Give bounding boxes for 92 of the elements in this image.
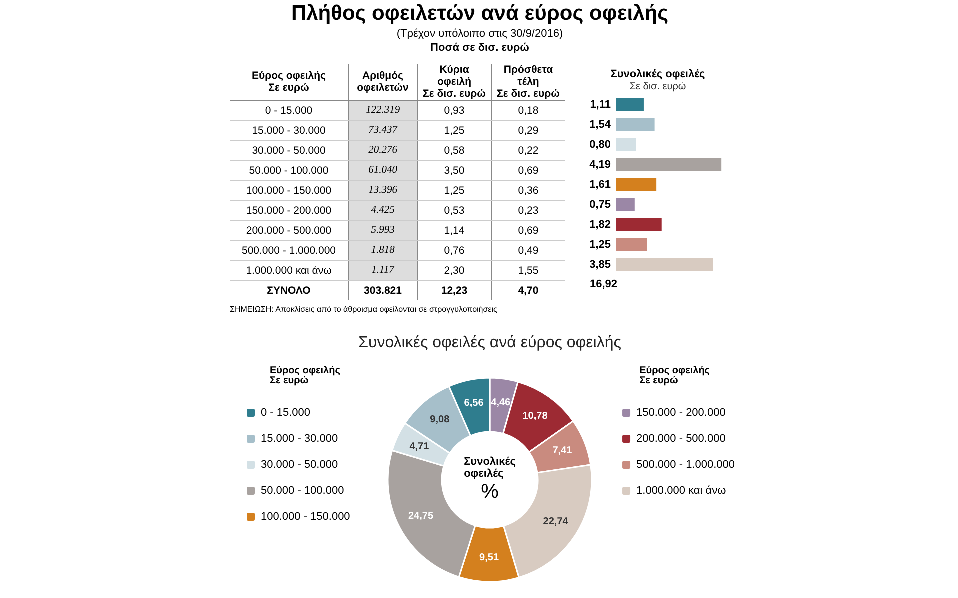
text: 1,55 [492, 260, 565, 280]
data-label: 0,80 [590, 139, 611, 151]
chart-title: Συνολικές οφειλές ανά εύρος οφειλής [358, 334, 622, 352]
text: Κύρια οφειλή Σε δισ. ευρώ [418, 64, 492, 100]
text: Πρόσθετα τέλη Σε δισ. ευρώ [492, 64, 565, 100]
legend-label: 0 - 15.000 [261, 407, 311, 419]
data-label: 9,08 [430, 414, 450, 426]
text: 303.821 [348, 280, 418, 300]
text: 73.437 [348, 120, 418, 140]
data-label: 1,82 [590, 219, 611, 231]
legend-title: Εύρος οφειλής Σε ευρώ [270, 366, 340, 386]
data-label: 1,54 [590, 119, 612, 131]
text: 4,70 [517, 284, 540, 298]
text: 100.000 - 150.000 [230, 180, 348, 200]
bar [616, 198, 635, 212]
text: 0,58 [418, 140, 492, 160]
legend-label: 200.000 - 500.000 [636, 433, 726, 445]
text: 30.000 - 50.000 [230, 140, 348, 160]
text: 2,30 [418, 260, 492, 280]
bar [616, 178, 657, 192]
text: ΣΗΜΕΙΩΣΗ: Αποκλίσεις από το άθροισμα οφείλονται σε στρογγυλοποιήσεις [230, 305, 498, 314]
text: 5.993 [348, 220, 418, 240]
data-label: 9,51 [480, 552, 500, 564]
chart-title: Συνολικές οφειλές [610, 68, 706, 80]
text: 122.319 [348, 100, 418, 120]
bar [616, 218, 662, 232]
text: 0,93 [418, 100, 492, 120]
text: 500.000 - 1.000.000 [230, 240, 348, 260]
text: 1,25 [418, 180, 492, 200]
data-label: 6,56 [464, 398, 484, 410]
data-label: 0,75 [590, 199, 611, 211]
legend-label: 150.000 - 200.000 [636, 407, 726, 419]
text: Ποσά σε δισ. ευρώ [430, 42, 530, 54]
text: 16,92 [590, 278, 618, 290]
legend-label: 50.000 - 100.000 [261, 485, 344, 497]
data-label: 4,46 [491, 397, 512, 408]
text: 15.000 - 30.000 [230, 120, 348, 140]
bar [616, 158, 722, 172]
text: 0,69 [492, 160, 565, 180]
bar [616, 258, 714, 272]
text: 12,23 [418, 280, 492, 300]
data-label: 10,78 [522, 410, 548, 422]
text: Συνολικές οφειλές [464, 456, 516, 480]
text: 200.000 - 500.000 [230, 220, 348, 240]
data-label: 1,61 [590, 179, 611, 191]
legend-label: 100.000 - 150.000 [261, 511, 350, 523]
bar [616, 98, 644, 112]
text: 0 - 15.000 [230, 100, 348, 120]
chart-subtitle: Σε δισ. ευρώ [630, 82, 686, 92]
text: 0,22 [492, 140, 565, 160]
data-label: 1,25 [590, 239, 611, 251]
text: 0,49 [492, 240, 565, 260]
text: ΣΥΝΟΛΟ [230, 280, 348, 300]
text: 0,29 [492, 120, 565, 140]
text: 3,50 [418, 160, 492, 180]
text: 150.000 - 200.000 [230, 200, 348, 220]
text: 1.000.000 και άνω [230, 260, 348, 280]
text: % [481, 481, 500, 503]
data-label: 3,85 [590, 259, 611, 271]
legend-label: 30.000 - 50.000 [261, 459, 338, 471]
text: 4.425 [348, 200, 418, 220]
bar [616, 118, 655, 132]
data-label: 7,41 [552, 446, 573, 457]
text: 0,18 [492, 100, 565, 120]
text: 0,76 [418, 240, 492, 260]
legend-label: 1.000.000 και άνω [636, 485, 727, 497]
legend-label: 500.000 - 1.000.000 [636, 459, 736, 471]
bar [616, 238, 648, 252]
text: 0,23 [492, 200, 565, 220]
text: 1.117 [348, 260, 418, 280]
text: 13.396 [348, 180, 418, 200]
bar [616, 138, 636, 152]
data-label: 22,74 [543, 516, 569, 528]
text: Εύρος οφειλής Σε ευρώ [230, 64, 348, 100]
text: Εύρος οφειλής Σε ευρώ [640, 366, 710, 386]
data-label: 4,71 [410, 441, 430, 452]
text: 0,53 [418, 200, 492, 220]
text: 20.276 [348, 140, 418, 160]
text: (Τρέχον υπόλοιπο στις 30/9/2016) [396, 28, 564, 40]
data-label: 1,11 [590, 99, 611, 111]
data-label: 4,19 [590, 159, 611, 171]
text: Αριθμός οφειλετών [348, 64, 418, 100]
text: 1.818 [348, 240, 418, 260]
text: 0,69 [492, 220, 565, 240]
text: 0,36 [492, 180, 565, 200]
data-label: 24,75 [408, 510, 434, 522]
text: Πλήθος οφειλετών ανά εύρος οφειλής [290, 2, 670, 26]
legend-label: 15.000 - 30.000 [261, 433, 338, 445]
text: 50.000 - 100.000 [230, 160, 348, 180]
text: 61.040 [348, 160, 418, 180]
text: 1,14 [418, 220, 492, 240]
text: 1,25 [418, 120, 492, 140]
